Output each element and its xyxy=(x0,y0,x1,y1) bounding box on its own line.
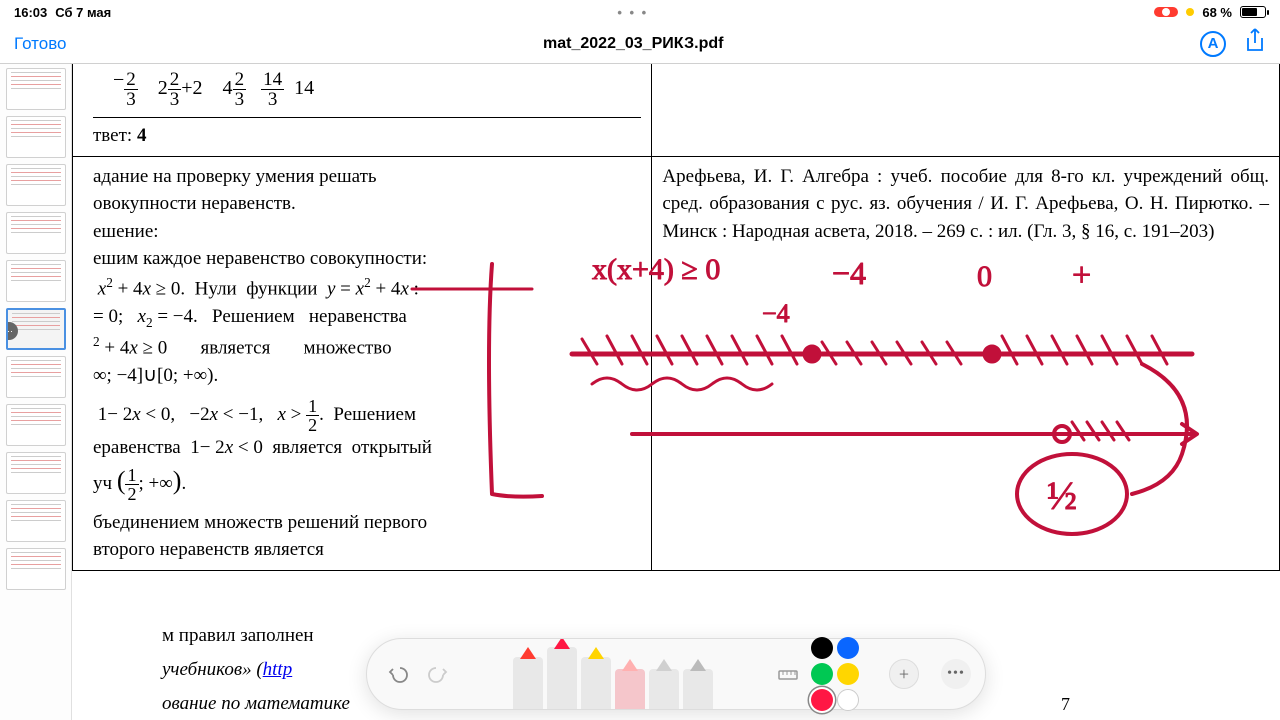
share-button[interactable] xyxy=(1244,28,1266,59)
mic-indicator xyxy=(1186,8,1194,16)
swatch-2[interactable] xyxy=(811,663,833,685)
tool-3[interactable] xyxy=(615,669,645,709)
pdf-page[interactable]: −23 223+2 423 143 14 твет: 4 адание на п… xyxy=(72,64,1280,720)
math-line-7: уч (12; +∞). xyxy=(93,462,641,503)
thumbnail-10[interactable] xyxy=(6,548,66,590)
undo-button[interactable] xyxy=(381,657,415,691)
page-number: 7 xyxy=(1061,694,1070,715)
nav-bar: Готово mat_2022_03_РИКЗ.pdf A xyxy=(0,24,1280,64)
math-line-5: 1− 2x < 0, −2x < −1, x > 12. Решением xyxy=(93,397,641,434)
add-shape-button[interactable]: + xyxy=(889,659,919,689)
status-date: Сб 7 мая xyxy=(55,5,111,20)
tool-tray xyxy=(461,639,765,709)
thumbnail-5[interactable]: ⋯ xyxy=(6,308,66,350)
link-http[interactable]: http xyxy=(263,659,293,680)
task-line-1: адание на проверку умения решать xyxy=(93,163,641,191)
thumbnail-4[interactable] xyxy=(6,260,66,302)
thumbnail-3[interactable] xyxy=(6,212,66,254)
redo-button[interactable] xyxy=(421,657,455,691)
document-title: mat_2022_03_РИКЗ.pdf xyxy=(67,35,1201,53)
tool-2[interactable] xyxy=(581,657,611,709)
swatch-5[interactable] xyxy=(837,689,859,711)
done-button[interactable]: Готово xyxy=(14,34,67,54)
thumbnail-8[interactable] xyxy=(6,452,66,494)
status-time: 16:03 xyxy=(14,5,47,20)
solution-line-1: ешим каждое неравенство совокупности: xyxy=(93,245,641,273)
tool-1[interactable] xyxy=(547,647,577,709)
answer-label: твет: xyxy=(93,125,132,146)
multitask-handle[interactable]: • • • xyxy=(613,5,653,20)
tool-4[interactable] xyxy=(649,669,679,709)
battery-icon xyxy=(1240,6,1266,18)
tool-0[interactable] xyxy=(513,657,543,709)
color-swatches xyxy=(811,637,883,711)
tool-5[interactable] xyxy=(683,669,713,709)
swatch-3[interactable] xyxy=(837,663,859,685)
battery-percent: 68 % xyxy=(1202,5,1232,20)
below-2a: учебников» ( xyxy=(162,659,263,680)
thumbnail-1[interactable] xyxy=(6,116,66,158)
task-line-1b: овокупности неравенств. xyxy=(93,190,641,218)
math-line-6: еравенства 1− 2x < 0 является открытый xyxy=(93,434,641,462)
thumbnail-2[interactable] xyxy=(6,164,66,206)
swatch-0[interactable] xyxy=(811,637,833,659)
math-line-4: ∞; −4]∪[0; +∞). xyxy=(93,362,641,390)
math-line-2: = 0; x2 = −4. Решением неравенства xyxy=(93,303,641,332)
solution-label: ешение: xyxy=(93,218,641,246)
toolbar-more-button[interactable]: ••• xyxy=(941,659,971,689)
swatch-4[interactable] xyxy=(811,689,833,711)
thumbnail-6[interactable] xyxy=(6,356,66,398)
thumbnail-9[interactable] xyxy=(6,500,66,542)
markup-toolbar: + ••• xyxy=(366,638,986,710)
markup-toggle-button[interactable]: A xyxy=(1200,31,1226,57)
ruler-button[interactable] xyxy=(771,657,805,691)
text-line-11: второго неравенств является xyxy=(93,536,641,564)
math-line-1: x2 + 4x ≥ 0. Нули функции y = x2 + 4x : xyxy=(93,273,641,303)
thumbnail-sidebar[interactable]: ⋯ xyxy=(0,64,72,720)
thumbnail-0[interactable] xyxy=(6,68,66,110)
recording-indicator[interactable] xyxy=(1154,7,1178,17)
swatch-1[interactable] xyxy=(837,637,859,659)
text-line-10: бъединением множеств решений первого xyxy=(93,509,641,537)
math-line-3: 2 + 4x ≥ 0 является множество xyxy=(93,332,641,362)
status-bar: 16:03 Сб 7 мая • • • 68 % xyxy=(0,0,1280,24)
reference-text: Арефьева, И. Г. Алгебра : учеб. пособие … xyxy=(662,163,1269,246)
answer-value: 4 xyxy=(137,125,147,146)
thumbnail-7[interactable] xyxy=(6,404,66,446)
